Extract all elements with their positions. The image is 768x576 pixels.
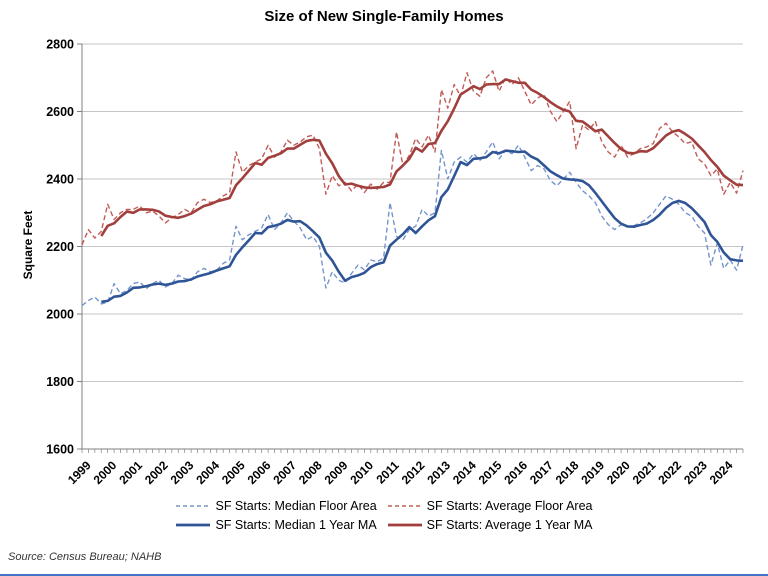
x-tick-label: 2015 <box>476 458 505 487</box>
y-tick-label: 1800 <box>46 375 74 389</box>
x-tick-label: 2024 <box>707 458 736 487</box>
bottom-border <box>0 574 768 576</box>
chart-title: Size of New Single-Family Homes <box>264 8 504 25</box>
x-tick-label: 2011 <box>373 458 402 487</box>
y-tick-label: 2800 <box>46 38 74 52</box>
x-tick-label: 2004 <box>193 458 222 487</box>
legend-label: SF Starts: Median Floor Area <box>215 499 377 513</box>
dashed-line-icon <box>387 505 422 507</box>
x-tick-label: 2021 <box>630 458 659 487</box>
x-tick-label: 2018 <box>553 458 582 487</box>
x-tick-label: 2001 <box>116 458 145 487</box>
legend-item-average-floor-area: SF Starts: Average Floor Area <box>387 499 593 513</box>
x-tick-label: 2013 <box>424 458 453 487</box>
legend-item-median-1-year-ma: SF Starts: Median 1 Year MA <box>175 518 377 532</box>
legend-label: SF Starts: Average 1 Year MA <box>426 518 593 532</box>
solid-line-icon <box>387 523 422 527</box>
dashed-line-icon <box>176 505 211 507</box>
x-tick-label: 2017 <box>527 458 556 487</box>
x-tick-label: 2020 <box>604 458 633 487</box>
x-tick-label: 2019 <box>578 458 607 487</box>
y-tick-label: 2200 <box>46 240 74 254</box>
x-tick-label: 2007 <box>270 458 299 487</box>
legend-row-quarterly: SF Starts: Median Floor Area SF Starts: … <box>175 499 593 513</box>
x-tick-label: 2005 <box>219 458 248 487</box>
x-tick-label: 2000 <box>91 458 120 487</box>
y-tick-label: 1600 <box>46 443 74 457</box>
series-line-average-1-year-ma <box>100 78 744 237</box>
x-tick-label: 2009 <box>322 458 351 487</box>
legend-item-median-floor-area: SF Starts: Median Floor Area <box>175 499 377 513</box>
x-tick-label: 2023 <box>681 458 710 487</box>
legend-label: SF Starts: Average Floor Area <box>426 499 593 513</box>
x-tick-label: 2016 <box>501 458 530 487</box>
x-tick-label: 2002 <box>142 458 171 487</box>
series-line-average-floor-area <box>81 70 744 246</box>
chart-legend: SF Starts: Median Floor Area SF Starts: … <box>0 499 768 532</box>
y-tick-label: 2000 <box>46 308 74 322</box>
x-tick-label: 2014 <box>450 458 479 487</box>
solid-line-icon <box>176 523 211 527</box>
series-line-median-1-year-ma <box>101 149 744 304</box>
legend-label: SF Starts: Median 1 Year MA <box>215 518 377 532</box>
x-tick-label: 1999 <box>65 458 94 487</box>
x-tick-label: 2008 <box>296 458 325 487</box>
source-note: Source: Census Bureau; NAHB <box>8 551 162 563</box>
y-tick-label: 2600 <box>46 105 74 119</box>
legend-item-average-1-year-ma: SF Starts: Average 1 Year MA <box>387 518 593 532</box>
legend-row-moving-average: SF Starts: Median 1 Year MA SF Starts: A… <box>175 518 593 532</box>
x-tick-label: 2022 <box>655 458 684 487</box>
x-tick-label: 2003 <box>168 458 197 487</box>
y-tick-label: 2400 <box>46 173 74 187</box>
x-tick-label: 2012 <box>399 458 428 487</box>
x-tick-label: 2006 <box>245 458 274 487</box>
x-tick-label: 2010 <box>347 458 376 487</box>
